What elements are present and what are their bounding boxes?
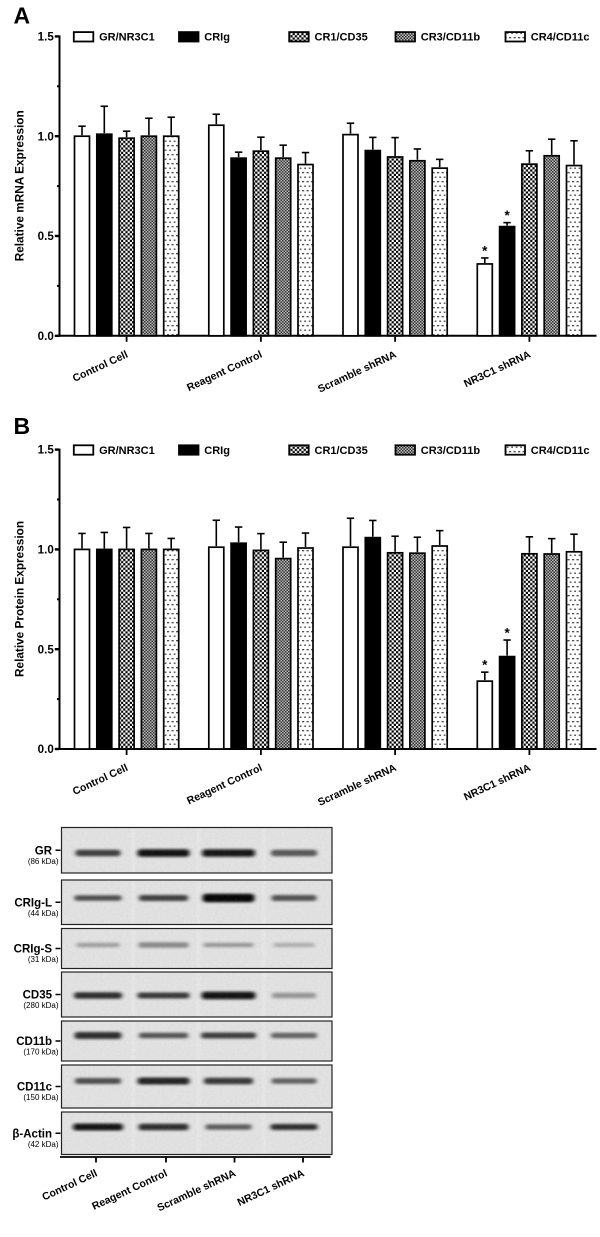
svg-text:Relative Protein Expression: Relative Protein Expression <box>13 521 27 677</box>
svg-text:CR3/CD11b: CR3/CD11b <box>421 445 481 457</box>
svg-text:A: A <box>14 3 31 29</box>
svg-text:GR/NR3C1: GR/NR3C1 <box>99 32 155 44</box>
svg-text:1.5: 1.5 <box>38 31 55 44</box>
svg-text:*: * <box>482 658 488 673</box>
svg-text:CR1/CD35: CR1/CD35 <box>315 32 368 44</box>
svg-text:(280 kDa): (280 kDa) <box>23 1001 58 1010</box>
svg-text:0.5: 0.5 <box>38 230 55 243</box>
svg-text:CR4/CD11c: CR4/CD11c <box>531 32 590 44</box>
svg-text:CRIg: CRIg <box>204 32 230 44</box>
svg-text:β-Actin: β-Actin <box>12 1128 52 1140</box>
svg-text:1.0: 1.0 <box>38 130 54 143</box>
svg-text:CRIg: CRIg <box>204 445 230 457</box>
svg-text:(31 kDa): (31 kDa) <box>28 955 59 964</box>
svg-text:(42 kDa): (42 kDa) <box>28 1140 59 1149</box>
svg-text:(44 kDa): (44 kDa) <box>28 909 59 918</box>
svg-text:(86 kDa): (86 kDa) <box>28 857 59 866</box>
svg-text:1.0: 1.0 <box>38 544 54 557</box>
svg-text:CR4/CD11c: CR4/CD11c <box>531 445 590 457</box>
svg-text:B: B <box>14 413 31 439</box>
svg-text:CD11c: CD11c <box>17 1082 53 1094</box>
svg-text:1.5: 1.5 <box>38 444 55 457</box>
svg-text:CR1/CD35: CR1/CD35 <box>315 445 368 457</box>
svg-text:*: * <box>504 208 510 223</box>
svg-text:*: * <box>504 626 510 641</box>
svg-text:Relative mRNA Expression: Relative mRNA Expression <box>13 110 27 261</box>
svg-text:CD35: CD35 <box>23 990 53 1002</box>
svg-text:CRIg-S: CRIg-S <box>14 944 53 956</box>
svg-text:(150 kDa): (150 kDa) <box>23 1093 58 1102</box>
svg-text:CR3/CD11b: CR3/CD11b <box>421 32 481 44</box>
svg-text:0.0: 0.0 <box>38 743 54 756</box>
svg-text:CRIg-L: CRIg-L <box>14 897 52 909</box>
svg-text:0.5: 0.5 <box>38 643 55 656</box>
svg-text:GR/NR3C1: GR/NR3C1 <box>99 445 155 457</box>
svg-text:(170 kDa): (170 kDa) <box>23 1048 58 1057</box>
svg-text:0.0: 0.0 <box>38 330 54 343</box>
svg-text:*: * <box>482 243 488 258</box>
svg-text:CD11b: CD11b <box>16 1036 52 1048</box>
svg-text:GR: GR <box>35 845 53 857</box>
